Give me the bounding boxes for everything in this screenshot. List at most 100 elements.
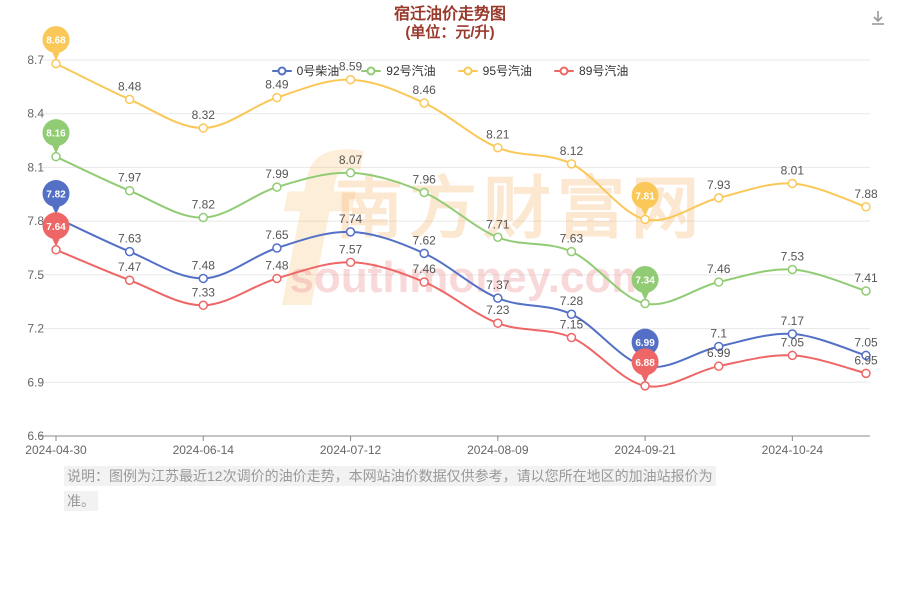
legend-item-95号汽油[interactable]: 95号汽油 xyxy=(457,62,532,79)
legend-item-0号柴油[interactable]: 0号柴油 xyxy=(271,62,339,79)
value-label: 8.12 xyxy=(560,144,584,158)
mark-pin-value: 6.99 xyxy=(635,338,655,349)
data-point[interactable] xyxy=(493,293,503,303)
data-point[interactable] xyxy=(124,275,135,285)
y-axis-label: 8.4 xyxy=(27,107,44,121)
mark-pin-value: 7.34 xyxy=(635,276,655,287)
value-label: 7.53 xyxy=(781,249,805,263)
value-label: 7.88 xyxy=(854,187,878,201)
mark-pin[interactable] xyxy=(631,348,659,376)
data-point[interactable] xyxy=(419,187,429,198)
y-axis-label: 7.2 xyxy=(27,322,44,336)
data-point[interactable] xyxy=(640,298,650,309)
data-point[interactable] xyxy=(640,214,650,225)
value-label: 8.46 xyxy=(413,83,437,97)
data-point[interactable] xyxy=(51,245,61,255)
value-label: 7.47 xyxy=(118,260,142,274)
data-point[interactable] xyxy=(566,332,577,343)
data-point[interactable] xyxy=(124,185,135,196)
mark-pin[interactable] xyxy=(42,180,70,208)
legend-label: 92号汽油 xyxy=(386,64,436,79)
data-point[interactable] xyxy=(787,178,798,189)
data-point[interactable] xyxy=(198,273,209,284)
data-point[interactable] xyxy=(124,94,135,105)
data-point[interactable] xyxy=(861,202,871,212)
value-label: 7.63 xyxy=(560,232,584,246)
legend-marker-icon xyxy=(554,66,575,76)
data-point[interactable] xyxy=(787,350,798,361)
data-point[interactable] xyxy=(345,168,356,178)
mark-pin[interactable] xyxy=(42,119,70,147)
value-label: 7.05 xyxy=(781,335,805,349)
legend-item-89号汽油[interactable]: 89号汽油 xyxy=(554,62,628,79)
legend-item-92号汽油[interactable]: 92号汽油 xyxy=(361,62,436,79)
data-point[interactable] xyxy=(198,300,209,311)
y-axis-label: 7.5 xyxy=(27,268,44,282)
download-icon xyxy=(872,11,884,25)
data-point[interactable] xyxy=(493,232,503,243)
data-point[interactable] xyxy=(419,277,429,287)
data-point[interactable] xyxy=(861,350,871,361)
value-label: 7.48 xyxy=(192,258,216,272)
data-point[interactable] xyxy=(713,361,724,371)
value-label: 7.23 xyxy=(486,303,510,317)
legend-label: 89号汽油 xyxy=(579,64,629,79)
mark-pin-value: 6.88 xyxy=(635,358,655,369)
data-point[interactable] xyxy=(345,257,356,268)
data-point[interactable] xyxy=(713,193,724,203)
download-button[interactable] xyxy=(868,8,888,28)
mark-pin-value: 7.64 xyxy=(46,222,66,233)
data-point[interactable] xyxy=(272,273,282,284)
mark-pin[interactable] xyxy=(631,266,659,294)
x-axis-label: 2024-07-12 xyxy=(320,443,382,457)
value-label: 7.41 xyxy=(854,271,878,285)
data-point[interactable] xyxy=(787,264,798,275)
data-point[interactable] xyxy=(345,74,356,85)
value-label: 8.32 xyxy=(192,108,216,122)
data-point[interactable] xyxy=(566,159,577,169)
data-point[interactable] xyxy=(787,329,798,339)
chart-header: 宿迁油价走势图 (单位：元/升) xyxy=(0,6,900,41)
data-point[interactable] xyxy=(713,277,724,287)
mark-pin[interactable] xyxy=(42,212,70,240)
data-point[interactable] xyxy=(493,318,503,328)
data-point[interactable] xyxy=(493,142,503,153)
value-label: 7.96 xyxy=(413,172,437,186)
data-point[interactable] xyxy=(861,368,871,379)
value-label: 7.17 xyxy=(781,314,805,328)
data-point[interactable] xyxy=(272,182,282,192)
mark-pin[interactable] xyxy=(631,181,659,209)
value-label: 7.1 xyxy=(710,326,727,340)
data-point[interactable] xyxy=(713,341,724,352)
data-point[interactable] xyxy=(419,98,429,108)
data-point[interactable] xyxy=(272,92,282,103)
data-point[interactable] xyxy=(272,243,282,253)
disclaimer-text: 说明：图例为江苏最近12次调价的油价走势，本网站油价数据仅供参考，请以您所在地区… xyxy=(64,466,716,511)
mark-pin-value: 7.82 xyxy=(46,190,66,201)
x-axis-label: 2024-04-30 xyxy=(25,443,87,457)
y-axis-label: 8.7 xyxy=(27,53,44,67)
y-axis-label: 7.8 xyxy=(27,214,44,228)
mark-pin[interactable] xyxy=(631,328,659,356)
value-label: 7.37 xyxy=(486,278,510,292)
data-point[interactable] xyxy=(198,212,209,223)
data-point[interactable] xyxy=(51,151,61,162)
data-point[interactable] xyxy=(124,246,135,257)
value-label: 7.82 xyxy=(192,198,216,212)
value-label: 7.28 xyxy=(560,294,584,308)
y-axis-label: 8.1 xyxy=(27,160,44,174)
mark-pin[interactable] xyxy=(42,26,70,54)
data-point[interactable] xyxy=(640,381,650,391)
data-point[interactable] xyxy=(566,309,577,319)
value-label: 8.01 xyxy=(781,164,805,178)
data-point[interactable] xyxy=(419,248,429,259)
value-label: 7.97 xyxy=(118,171,142,185)
data-point[interactable] xyxy=(566,246,577,257)
data-point[interactable] xyxy=(345,227,356,237)
value-label: 6.95 xyxy=(854,353,878,367)
value-label: 8.49 xyxy=(265,78,289,92)
data-point[interactable] xyxy=(198,123,209,133)
value-label: 7.93 xyxy=(707,178,731,192)
x-axis-label: 2024-08-09 xyxy=(467,443,529,457)
data-point[interactable] xyxy=(861,286,871,296)
